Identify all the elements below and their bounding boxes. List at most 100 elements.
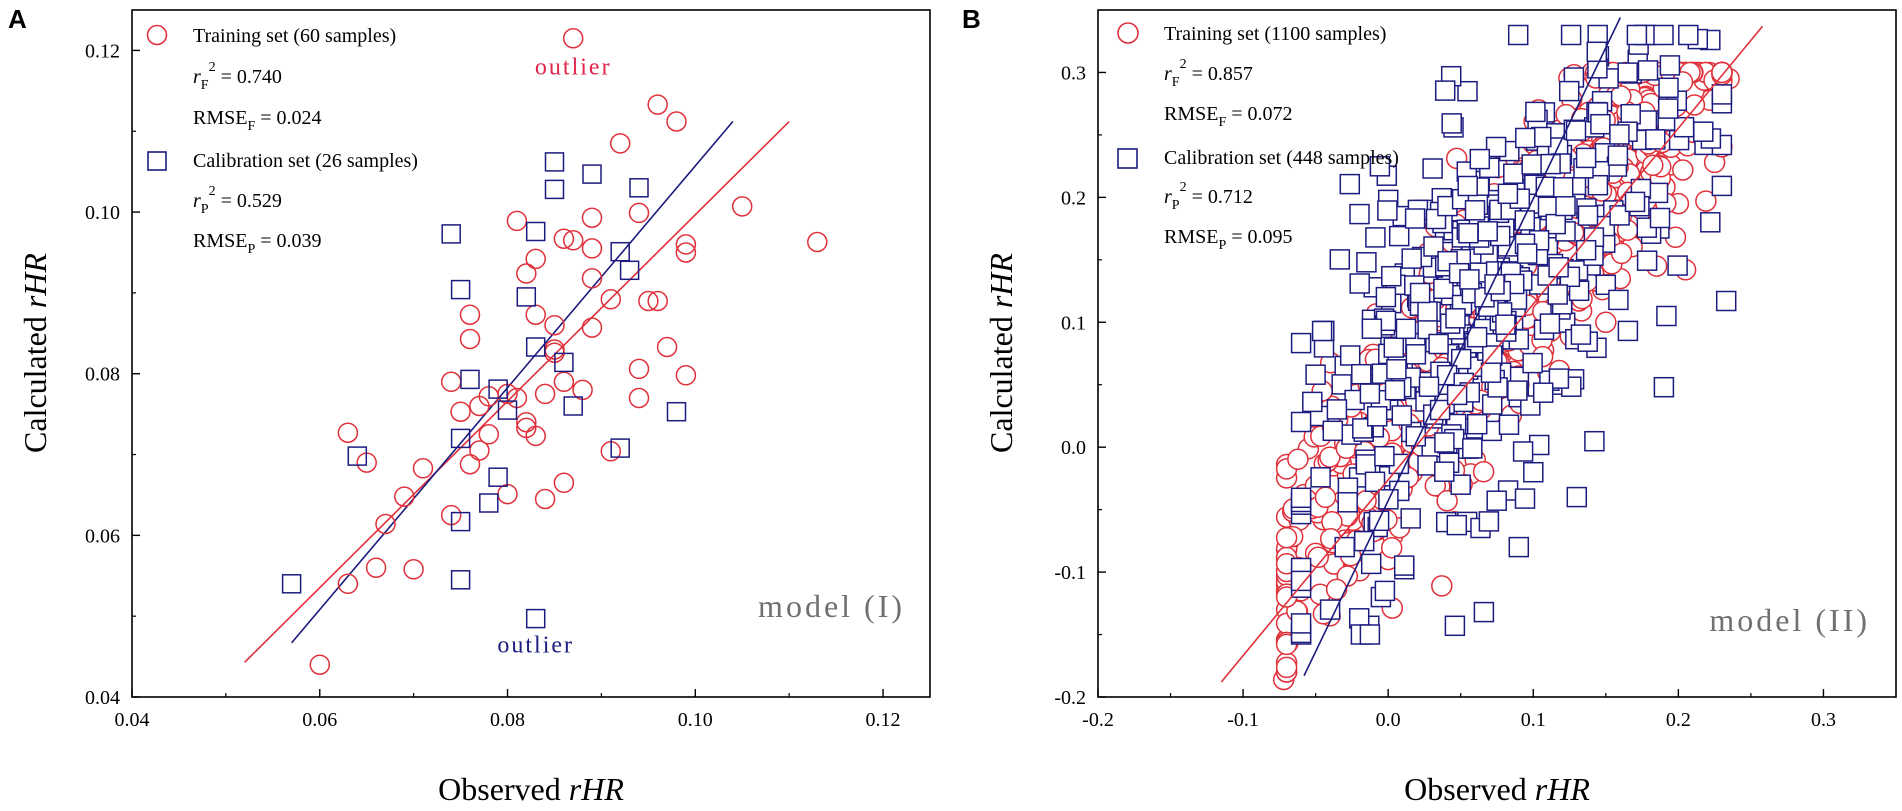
training-point xyxy=(553,472,575,494)
legend-rmse-cal: RMSEP = 0.039 xyxy=(193,230,322,257)
calibration-point xyxy=(1539,313,1561,334)
panel-b-label: B xyxy=(962,4,981,34)
training-point xyxy=(525,304,546,325)
calibration-point xyxy=(1570,324,1592,345)
training-point xyxy=(440,371,462,393)
calibration-point xyxy=(563,396,583,416)
calibration-point xyxy=(1486,490,1507,511)
calibration-point xyxy=(1464,200,1486,221)
y-tick-label: -0.1 xyxy=(1054,562,1086,584)
training-point xyxy=(1711,61,1733,84)
training-point xyxy=(478,424,500,445)
training-point xyxy=(609,133,631,154)
calibration-point xyxy=(1405,344,1427,365)
calibration-point xyxy=(525,608,546,629)
panel-b-plot-area xyxy=(1220,17,1764,691)
x-tick-label: 0.12 xyxy=(866,709,901,731)
y-tick-label: 0.2 xyxy=(1061,187,1086,209)
training-point xyxy=(469,440,490,461)
rmse-label: RMSE xyxy=(193,107,247,129)
training-point xyxy=(731,196,753,217)
calibration-point xyxy=(1658,77,1679,99)
calibration-point xyxy=(1351,363,1372,385)
calibration-point xyxy=(1401,248,1422,269)
calibration-point xyxy=(1473,601,1495,623)
legend-training-label: Training set (60 samples) xyxy=(193,25,396,47)
training-point xyxy=(1683,94,1706,116)
calibration-point xyxy=(1673,116,1695,138)
calibration-point xyxy=(1457,175,1478,197)
x-tick-label: 0.1 xyxy=(1521,709,1546,731)
calibration-point xyxy=(1537,196,1559,218)
r2-value: = 0.740 xyxy=(216,66,282,88)
r2-sub: P xyxy=(201,202,209,217)
y-tick-label: 0.0 xyxy=(1061,437,1086,459)
calibration-point xyxy=(1516,243,1538,264)
training-point xyxy=(581,317,603,338)
training-point xyxy=(459,453,481,475)
calibration-point xyxy=(1626,24,1648,46)
calibration-point xyxy=(497,400,518,420)
training-point xyxy=(375,513,396,535)
y-tick-label: 0.10 xyxy=(85,202,120,224)
training-point xyxy=(469,395,490,417)
calibration-point xyxy=(1434,80,1456,101)
training-point xyxy=(1431,575,1453,597)
r2-value: = 0.529 xyxy=(216,190,282,212)
calibration-point xyxy=(281,574,302,594)
calibration-point xyxy=(450,511,471,532)
r2-sub: F xyxy=(1172,75,1180,90)
calibration-point xyxy=(1375,286,1397,308)
calibration-point xyxy=(1418,376,1440,397)
calibration-point xyxy=(1587,174,1609,196)
calibration-point xyxy=(1514,210,1536,231)
rmse-value: = 0.024 xyxy=(255,107,321,129)
training-point xyxy=(581,207,603,228)
calibration-point xyxy=(1617,320,1639,342)
panel-a-x-axis: 0.04 0.06 0.08 0.10 0.12 xyxy=(115,689,901,731)
training-point xyxy=(647,94,668,115)
calibration-fit-line xyxy=(1303,17,1622,677)
calibration-point xyxy=(460,369,480,390)
calibration-point xyxy=(1552,177,1574,198)
legend-rmse-cal: RMSEP = 0.095 xyxy=(1164,226,1293,253)
training-point xyxy=(1307,546,1329,569)
calibration-point xyxy=(488,467,508,487)
calibration-point xyxy=(1508,536,1530,558)
panel-a-y-axis-title: Calculated rHR xyxy=(17,253,53,453)
panel-a-model-label: model (I) xyxy=(758,588,905,624)
legend-training-marker xyxy=(1117,22,1139,44)
training-point xyxy=(516,411,537,433)
r2-value: = 0.712 xyxy=(1187,186,1253,208)
rmse-sub: P xyxy=(1218,238,1226,253)
panel-b-fit-lines xyxy=(1220,17,1764,683)
training-point xyxy=(675,365,697,386)
calibration-point xyxy=(1434,461,1455,482)
training-point xyxy=(1275,526,1298,549)
panel-a-y-axis: 0.04 0.06 0.08 0.10 0.12 xyxy=(85,40,140,709)
calibration-point xyxy=(1381,265,1402,287)
calibration-point xyxy=(1653,376,1675,398)
calibration-point xyxy=(1459,269,1480,290)
axis-title-prefix: Calculated xyxy=(17,308,53,453)
calibration-point xyxy=(1409,282,1431,304)
calibration-point xyxy=(1290,613,1312,634)
y-tick-label: 0.3 xyxy=(1061,62,1086,84)
training-point xyxy=(807,231,828,253)
calibration-point xyxy=(1329,249,1351,270)
panel-b-model-label: model (II) xyxy=(1709,602,1870,638)
calibration-point xyxy=(1319,599,1341,620)
training-point xyxy=(525,425,546,447)
calibration-point xyxy=(1555,195,1576,217)
calibration-point xyxy=(1495,314,1516,335)
calibration-point xyxy=(1620,103,1641,125)
calibration-point xyxy=(1395,318,1417,340)
r2-value: = 0.857 xyxy=(1187,63,1253,85)
calibration-point xyxy=(1349,273,1370,294)
training-point xyxy=(1695,190,1717,212)
calibration-point xyxy=(610,241,630,262)
calibration-point xyxy=(1667,255,1688,276)
legend-r2-cal: rP2 = 0.529 xyxy=(193,184,282,217)
calibration-point xyxy=(1507,24,1529,46)
